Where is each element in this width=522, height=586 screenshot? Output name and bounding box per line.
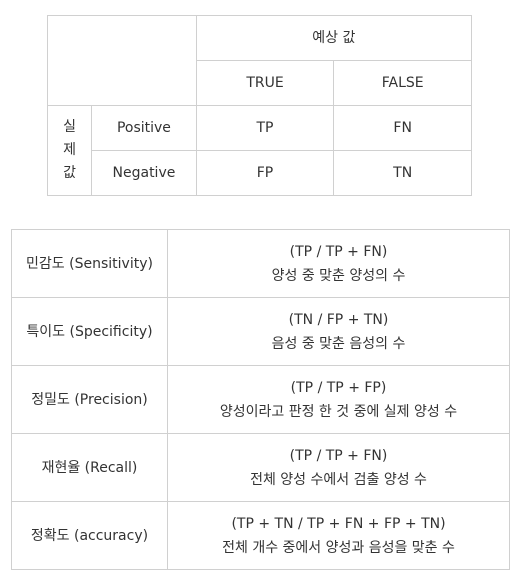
predicted-true-header: TRUE bbox=[195, 60, 335, 106]
metric-row: 정밀도 (Precision) (TP / TP + FP) 양성이라고 판정 … bbox=[11, 365, 510, 434]
metric-description: 양성 중 맞춘 양성의 수 bbox=[271, 267, 406, 284]
actual-header: 실 제 값 bbox=[46, 105, 93, 196]
metric-detail: (TN / FP + TN) 음성 중 맞춘 음성의 수 bbox=[167, 297, 510, 366]
metric-name: 특이도 (Specificity) bbox=[11, 297, 168, 366]
row-label-negative: Negative bbox=[91, 150, 197, 196]
metric-detail: (TP / TP + FP) 양성이라고 판정 한 것 중에 실제 양성 수 bbox=[167, 365, 510, 434]
metric-detail: (TP + TN / TP + FN + FP + TN) 전체 개수 중에서 … bbox=[167, 501, 510, 570]
metric-detail: (TP / TP + FN) 전체 양성 수에서 검출 양성 수 bbox=[167, 433, 510, 502]
confusion-matrix-table: 예상 값 TRUE FALSE 실 제 값 Positive TP FN Neg… bbox=[46, 15, 473, 196]
metric-row: 민감도 (Sensitivity) (TP / TP + FN) 양성 중 맞춘… bbox=[11, 229, 510, 298]
metric-description: 전체 개수 중에서 양성과 음성을 맞춘 수 bbox=[222, 539, 455, 556]
metric-name: 정확도 (accuracy) bbox=[11, 501, 168, 570]
metric-name: 민감도 (Sensitivity) bbox=[11, 229, 168, 298]
metric-row: 재현율 (Recall) (TP / TP + FN) 전체 양성 수에서 검출… bbox=[11, 433, 510, 502]
actual-header-char: 실 bbox=[63, 119, 77, 135]
metric-name: 재현율 (Recall) bbox=[11, 433, 168, 502]
metric-detail: (TP / TP + FN) 양성 중 맞춘 양성의 수 bbox=[167, 229, 510, 298]
predicted-header: 예상 값 bbox=[195, 15, 473, 61]
metric-formula: (TP + TN / TP + FN + FP + TN) bbox=[231, 515, 446, 532]
cell-fp: FP bbox=[195, 150, 335, 196]
metric-formula: (TP / TP + FN) bbox=[289, 447, 388, 464]
metric-formula: (TP / TP + FP) bbox=[290, 379, 387, 396]
cell-fn: FN bbox=[333, 105, 472, 151]
cell-tn: TN bbox=[333, 150, 472, 196]
row-label-positive: Positive bbox=[91, 105, 197, 151]
metric-row: 정확도 (accuracy) (TP + TN / TP + FN + FP +… bbox=[11, 501, 510, 570]
predicted-false-header: FALSE bbox=[333, 60, 472, 106]
metric-description: 양성이라고 판정 한 것 중에 실제 양성 수 bbox=[219, 403, 458, 420]
metric-description: 전체 양성 수에서 검출 양성 수 bbox=[250, 471, 427, 488]
actual-header-char: 값 bbox=[63, 165, 77, 181]
empty-corner-cell bbox=[47, 15, 197, 106]
metric-formula: (TP / TP + FN) bbox=[289, 243, 388, 260]
metrics-table: 민감도 (Sensitivity) (TP / TP + FN) 양성 중 맞춘… bbox=[11, 229, 510, 570]
actual-header-char: 제 bbox=[63, 142, 77, 158]
metric-description: 음성 중 맞춘 음성의 수 bbox=[271, 335, 406, 352]
metric-name: 정밀도 (Precision) bbox=[11, 365, 168, 434]
cell-tp: TP bbox=[195, 105, 335, 151]
metric-row: 특이도 (Specificity) (TN / FP + TN) 음성 중 맞춘… bbox=[11, 297, 510, 366]
metric-formula: (TN / FP + TN) bbox=[288, 311, 389, 328]
